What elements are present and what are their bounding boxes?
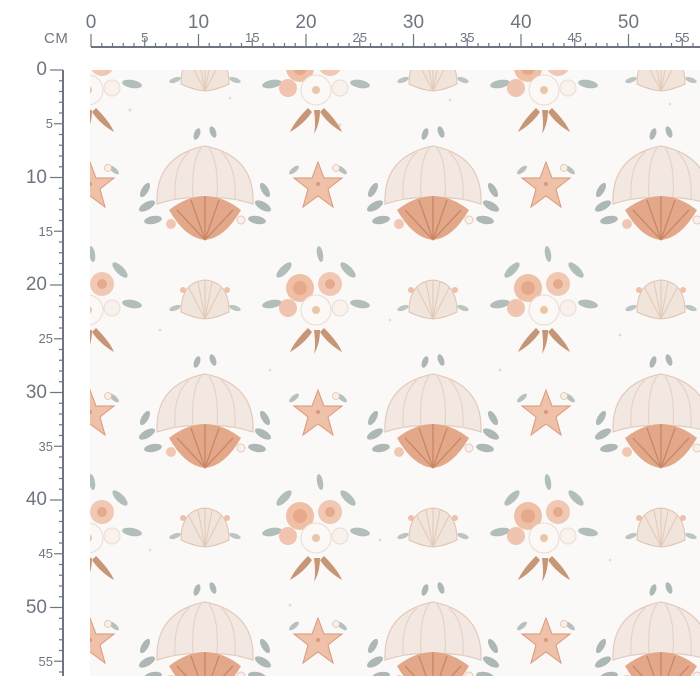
left-ruler-label: 5 — [45, 116, 53, 132]
left-ruler-label: 35 — [38, 438, 53, 454]
fabric-pattern-swatch — [90, 70, 700, 676]
left-ruler-label: 55 — [38, 653, 53, 669]
left-ruler-label: 30 — [25, 381, 47, 403]
top-ruler-label: 35 — [460, 30, 475, 45]
left-ruler-label: 10 — [25, 166, 47, 188]
top-ruler — [90, 34, 700, 48]
top-ruler-label: 20 — [295, 12, 317, 33]
left-ruler-label: 40 — [25, 489, 47, 510]
top-ruler-label: 30 — [402, 12, 425, 33]
left-ruler-label: 15 — [38, 223, 53, 239]
top-ruler-label: 10 — [187, 12, 210, 33]
top-ruler-label: 5 — [141, 30, 149, 45]
top-ruler-label: 55 — [675, 30, 690, 45]
top-ruler-label: 40 — [510, 12, 532, 33]
top-ruler-label: 15 — [245, 30, 260, 45]
left-ruler-label: 25 — [38, 331, 53, 347]
unit-label: CM — [44, 30, 69, 47]
fabric-pattern-canvas — [90, 70, 700, 676]
left-ruler-label: 20 — [25, 274, 47, 295]
top-ruler-label: 25 — [352, 30, 367, 45]
left-ruler-label: 50 — [25, 596, 47, 618]
left-ruler — [50, 69, 64, 676]
left-ruler-label: 0 — [36, 59, 47, 80]
top-ruler-label: 45 — [567, 30, 582, 45]
top-ruler-label: 50 — [617, 12, 640, 33]
left-ruler-label: 45 — [38, 546, 53, 562]
top-ruler-label: 0 — [85, 12, 97, 33]
